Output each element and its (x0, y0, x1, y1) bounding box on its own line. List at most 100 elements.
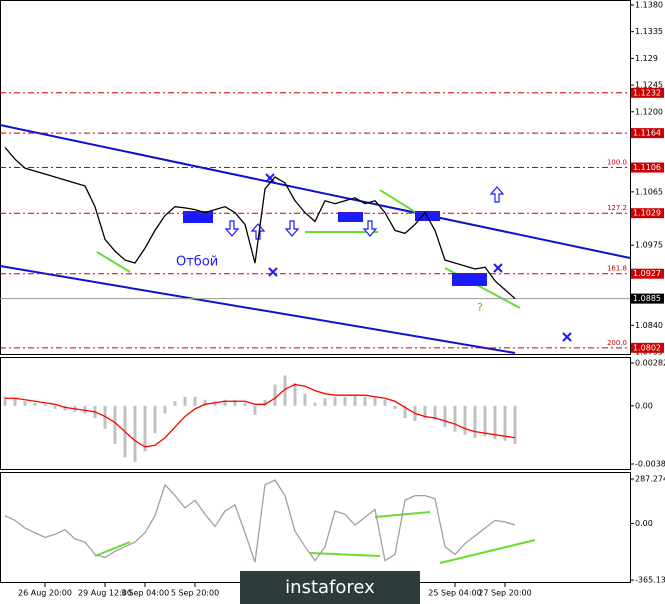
level-label: 1.0802 (633, 343, 661, 352)
y-tick-label: 0.00 (635, 401, 653, 410)
level-label: 1.1106 (633, 163, 661, 172)
level-label: 1.1029 (633, 209, 661, 218)
zone (338, 212, 363, 222)
price-frame (0, 0, 631, 355)
x-tick-label: 26 Aug 20:00 (18, 589, 72, 598)
bar (253, 405, 257, 415)
zone (183, 211, 213, 223)
annotation: ? (477, 301, 483, 314)
bar (443, 405, 447, 428)
current-price-label: 1.0885 (633, 294, 661, 303)
fib-label: 100.0 (607, 159, 627, 167)
bar (463, 405, 467, 435)
bar (313, 402, 317, 406)
bar (53, 405, 57, 409)
y-tick-label: -0.00383 (635, 460, 665, 469)
trend-line (96, 251, 131, 273)
bar (233, 399, 237, 406)
x-tick-label: 3 Sep 04:00 (121, 589, 169, 598)
watermark: instaforex (285, 577, 375, 598)
x-tick-label: 25 Sep 04:00 (428, 589, 481, 598)
bar (263, 399, 267, 406)
bar (283, 375, 287, 406)
arrow-down (284, 220, 300, 237)
bar (243, 402, 247, 406)
bar (373, 396, 377, 406)
level-label-box (631, 208, 664, 219)
level-label: 1.1164 (633, 129, 661, 138)
bar (43, 404, 47, 406)
y-tick-label: 1.1200 (635, 107, 663, 116)
bar (493, 405, 497, 440)
y-tick-label: 1.0840 (635, 321, 663, 330)
bar (343, 396, 347, 406)
channel-upper (0, 124, 631, 259)
bar (433, 405, 437, 420)
level-label-box (631, 268, 664, 279)
macd-frame (0, 357, 631, 470)
x-tick-label: 29 Aug 12:00 (78, 589, 132, 598)
bar (133, 405, 137, 463)
bar (363, 396, 367, 406)
level-label-box (631, 128, 664, 139)
bar (163, 405, 167, 414)
y-tick-label: 287.2748 (635, 475, 665, 484)
bar (173, 401, 177, 406)
cross (493, 263, 503, 273)
bar (333, 396, 337, 406)
price-line (4, 479, 516, 563)
zone (452, 273, 487, 286)
bar (223, 399, 227, 406)
bar (453, 405, 457, 432)
watermark-box (240, 571, 420, 604)
channel (0, 124, 631, 354)
bar (153, 405, 157, 434)
bar (403, 405, 407, 418)
bar (293, 383, 297, 406)
y-tick-label: 1.129 (635, 54, 658, 63)
y-tick-label: 1.1245 (635, 81, 663, 90)
bar (473, 405, 477, 438)
current-price-box (631, 293, 664, 304)
arrow-down (362, 220, 378, 237)
bar (323, 398, 327, 406)
x-tick-label: 5 Sep 20:00 (171, 589, 219, 598)
y-tick-label: 0.00 (635, 519, 653, 528)
bar (273, 384, 277, 406)
bar (83, 405, 87, 414)
cross (268, 267, 278, 277)
bar (393, 405, 397, 409)
bar (193, 396, 197, 406)
y-tick-label: 1.0975 (635, 241, 663, 250)
level-label: 1.0927 (633, 269, 661, 278)
y-tick-label: 1.1335 (635, 27, 663, 36)
y-tick-label: 1.1065 (635, 187, 663, 196)
trend-line (379, 189, 421, 216)
arrow-down (224, 220, 240, 237)
bar (483, 405, 487, 437)
x-tick-label: 27 Sep 20:00 (478, 589, 531, 598)
bar (423, 405, 427, 418)
bar (183, 396, 187, 406)
trend-line (94, 541, 131, 557)
bar (503, 405, 507, 441)
bar (353, 395, 357, 406)
fib-label: 127.2 (607, 204, 627, 212)
annotation: Отбой (176, 255, 218, 270)
channel-lower (0, 265, 516, 354)
fib-label: 161.8 (607, 265, 627, 273)
level-label-box (631, 162, 664, 173)
bar (13, 398, 17, 406)
cross (562, 332, 572, 342)
bar (113, 405, 117, 444)
bar (33, 402, 37, 406)
y-tick-label: 0.00282 (635, 359, 665, 368)
bar (303, 393, 307, 406)
bar (63, 405, 67, 411)
y-tick-label: -365.1380 (635, 576, 665, 585)
signal-line (5, 383, 516, 448)
bar (3, 396, 7, 406)
level-label: 1.1232 (633, 88, 661, 97)
